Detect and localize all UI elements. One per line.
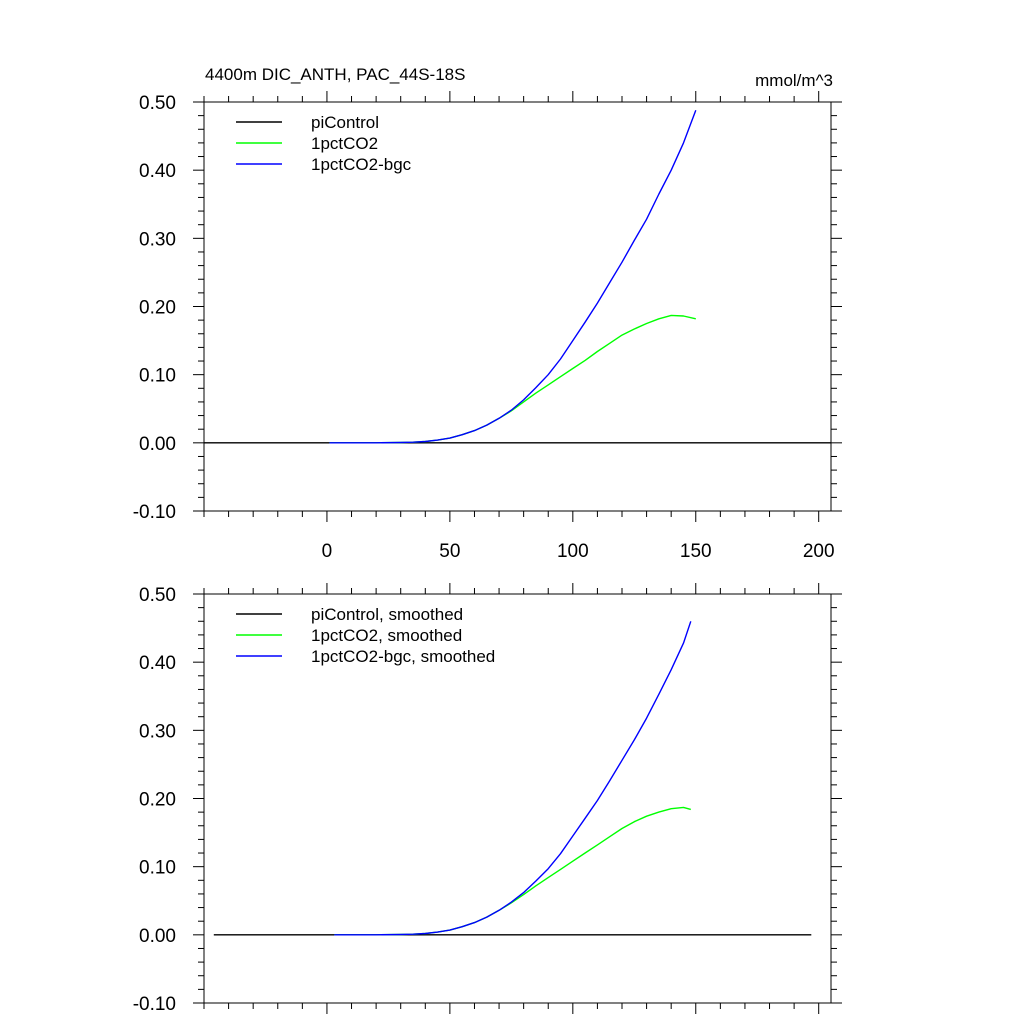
legend-label: piControl (311, 113, 379, 132)
series-line-1pctco2-smoothed (334, 806, 691, 936)
bottom-panel: -0.10 0.00 0.10 0.20 0.30 0.40 0.50 piControl, … (133, 583, 842, 1015)
y-tick-label: 0.50 (139, 585, 176, 606)
y-tick-label: 0.30 (139, 229, 176, 250)
x-tick-label: 200 (803, 541, 835, 562)
top-panel: 0 50 100 150 200 -0.10 0.00 0.10 0.20 0.30 0.40 0.5… (133, 91, 842, 562)
x-tick-label: 150 (680, 541, 712, 562)
series-line-1pctco2-bgc-smoothed (334, 621, 692, 936)
plot-frame (203, 593, 832, 1004)
x-tick-label: 0 (322, 541, 333, 562)
units-label: mmol/m^3 (755, 71, 833, 90)
y-tick-label: 0.00 (139, 434, 176, 455)
series-line-1pctco2-bgc (329, 109, 697, 444)
y-tick-label: 0.40 (139, 653, 176, 674)
y-tick-label: -0.10 (133, 502, 176, 523)
legend-label: 1pctCO2 (311, 134, 378, 153)
y-tick-label: 0.30 (139, 721, 176, 742)
chart-title: 4400m DIC_ANTH, PAC_44S-18S (205, 65, 465, 84)
legend-label: piControl, smoothed (311, 605, 463, 624)
y-tick-label: 0.10 (139, 858, 176, 879)
legend-label: 1pctCO2-bgc, smoothed (311, 647, 495, 666)
y-tick-label: 0.00 (139, 926, 176, 947)
legend-label: 1pctCO2, smoothed (311, 626, 462, 645)
y-tick-label: -0.10 (133, 994, 176, 1015)
y-tick-label: 0.50 (139, 93, 176, 114)
x-tick-label: 50 (439, 541, 460, 562)
plot-frame (203, 101, 832, 512)
y-tick-label: 0.10 (139, 366, 176, 387)
x-tick-label: 100 (557, 541, 589, 562)
y-tick-label: 0.20 (139, 790, 176, 811)
y-tick-label: 0.20 (139, 298, 176, 319)
series-line-1pctco2 (329, 314, 696, 444)
legend-label: 1pctCO2-bgc (311, 155, 412, 174)
y-tick-label: 0.40 (139, 161, 176, 182)
